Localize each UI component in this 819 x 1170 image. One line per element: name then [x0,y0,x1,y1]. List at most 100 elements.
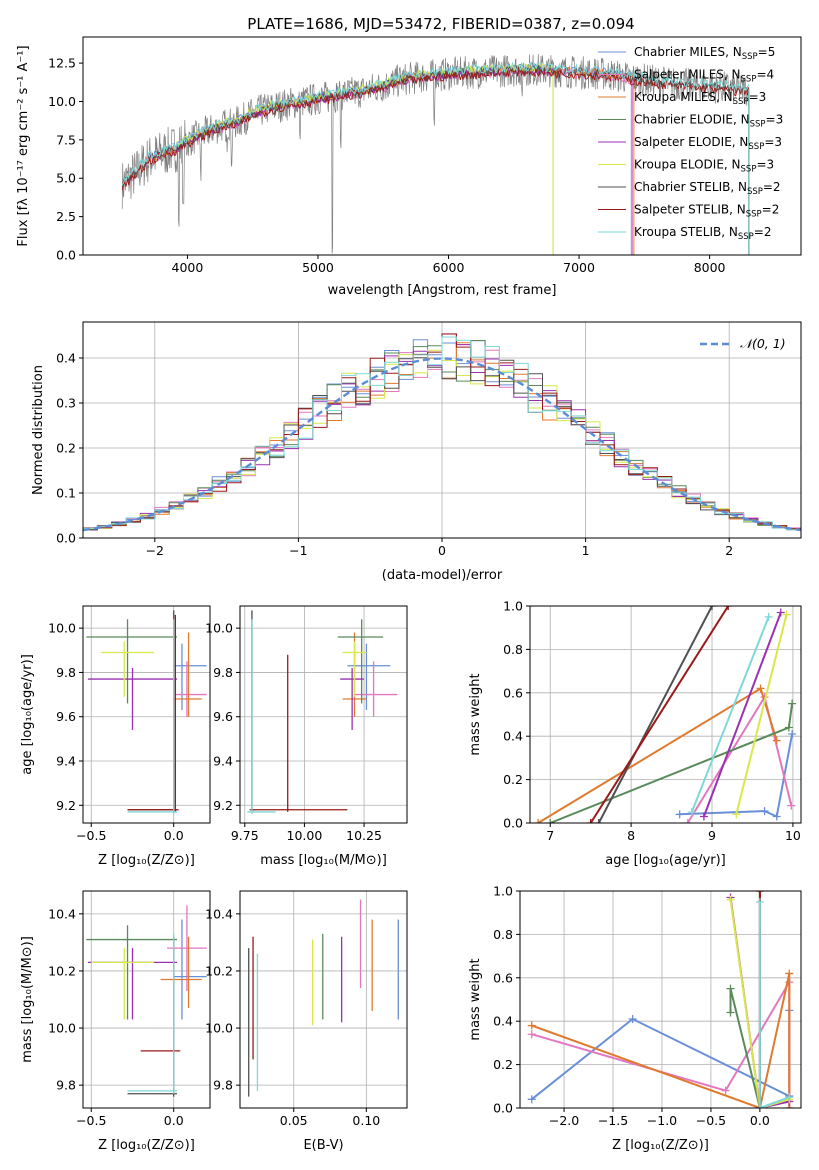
y-tick-label: 5.0 [56,171,76,186]
x-tick-label: 0 [438,543,446,558]
y-tick-label: 9.6 [56,709,76,724]
y-tick-label: 0.0 [493,1101,513,1116]
x-tick-label: 9.75 [231,828,259,843]
y-tick-label: 9.6 [213,709,233,724]
y-tick-label: 9.8 [56,665,76,680]
y-tick-label: 0.4 [493,1014,513,1029]
plot-frame [529,605,802,824]
x-tick-label: −2 [146,543,164,558]
errorbar-kroupa-elodie [101,641,154,697]
series-point [726,1008,735,1017]
series-line [735,614,788,815]
y-tick-label: 9.8 [213,665,233,680]
x-tick-label: −1.0 [647,1113,677,1128]
series-point [784,723,793,732]
y-tick-label: 9.4 [56,754,76,769]
series-point [787,801,796,810]
y-tick-label: 0.4 [503,729,523,744]
series-point [760,807,769,816]
series-line [531,973,791,1108]
y-tick-label: 10.2 [205,963,233,978]
x-tick-label: 1 [582,543,590,558]
series-point [527,1021,536,1030]
errorbar-salpeter-elodie [87,668,178,730]
series-point [726,984,735,993]
y-tick-label: 0.0 [56,531,76,546]
y-tick-label: 0.2 [56,441,76,456]
weight-vs-Z-panel [527,891,794,1108]
x-tick-label: 0.0 [164,1113,184,1128]
x-tick-label: 2 [725,543,733,558]
plot-frame [82,890,211,1109]
x-tick-label: −1 [289,543,307,558]
x-tick-label: 4000 [172,260,204,275]
spectrum-legend: Chabrier MILES, NSSP=5 Salpeter MILES, NS… [598,45,783,242]
model-spectrum-salpeter-stelib [121,65,750,191]
plot-frame [82,605,211,824]
spectrum-panel [121,53,750,255]
series-point [785,1093,794,1102]
x-tick-label: 6000 [433,260,465,275]
x-tick-label: 0.0 [750,1113,770,1128]
series-point [782,610,791,619]
y-tick-label: 0.0 [56,248,76,263]
errorbar-kroupa-miles [160,936,202,1009]
series-point [699,812,708,821]
mass-vs-Z-xlabel: Z [log₁₀(Z/Z⊙)] [98,1138,195,1153]
legend-label-salpeter-stelib: Salpeter STELIB, NSSP=2 [634,203,779,220]
series-point [628,1015,637,1024]
errorbar-kroupa-stelib [127,619,178,815]
y-tick-label: 10.4 [48,906,76,921]
y-tick-label: 1.0 [493,884,513,899]
y-tick-label: 9.4 [213,754,233,769]
y-tick-label: 0.2 [493,1057,513,1072]
series-point [732,810,741,819]
y-tick-label: 10.4 [205,906,233,921]
errorbar-kroupa-stelib [247,619,276,815]
y-tick-label: 10.0 [48,1021,76,1036]
spectrum-frame: 4000 5000 6000 7000 8000 0.0 2.5 5.0 7.5 10.0 12.5… [16,36,802,298]
series-point [724,606,733,610]
y-tick-label: 0.6 [503,685,523,700]
weight-vs-age-panel [534,606,797,823]
legend-label-kroupa-elodie: Kroupa ELODIE, NSSP=3 [634,158,774,175]
legend-label-gauss: 𝒩(0, 1) [740,336,786,351]
x-tick-label: 8000 [694,260,726,275]
mass-vs-Z-ylabel: mass [log₁₀(M/M⊙)] [20,936,35,1063]
residuals-xlabel: (data-model)/error [382,568,503,583]
errorbar-chabrier-elodie [337,619,384,704]
mass-vs-ebv-axes [240,891,407,1108]
y-tick-label: 9.2 [56,798,76,813]
errorbar-kroupa-miles [173,632,202,717]
x-tick-label: −0.5 [696,1113,726,1128]
plot-frame [519,890,802,1109]
series-line [589,606,730,823]
age-vs-mass-xlabel: mass [log₁₀(M/M⊙)] [260,853,387,868]
series-kroupa-miles [534,684,781,823]
errorbar-salpeter-elodie [340,668,365,730]
x-tick-label: 10 [785,828,801,843]
spectrum-ylabel: Flux [fλ 10⁻¹⁷ erg cm⁻² s⁻¹ A⁻¹] [16,45,31,246]
weight-vs-age-frame: 7 8 9 10 0.0 0.2 0.4 0.6 0.8 1.0 age [log₁₀(age/yr… [468,599,802,868]
mass-vs-ebv-xlabel: E(B-V) [303,1138,343,1153]
series-point [755,897,764,906]
series-point [756,684,765,693]
series-point [764,612,773,621]
series-line [702,612,782,817]
y-tick-label: 7.5 [56,132,76,147]
series-point [755,891,764,895]
series-line [758,901,790,1108]
weight-vs-Z-frame: −2.0 −1.5 −1.0 −0.5 0.0 0.0 0.2 0.4 0.6 0.8 1.0 Z [… [468,884,802,1153]
mass-vs-Z-frame: −0.5 0.0 9.8 10.0 10.2 10.4 Z [log₁₀(Z/Z⊙)] mas… [20,890,211,1153]
y-tick-label: 0.8 [503,642,523,657]
errorbar-chabrier-elodie [86,925,178,1020]
weight-vs-age-xlabel: age [log₁₀(age/yr)] [605,853,726,868]
plot-frame [239,890,408,1109]
series-point [788,730,797,739]
age-vs-Z-panel [86,610,207,815]
y-tick-label: 0.8 [493,927,513,942]
series-chabrier-stelib [594,606,717,823]
age-vs-mass-axes [240,606,407,823]
y-tick-label: 9.2 [213,798,233,813]
mass-vs-ebv-panel [248,899,399,1097]
